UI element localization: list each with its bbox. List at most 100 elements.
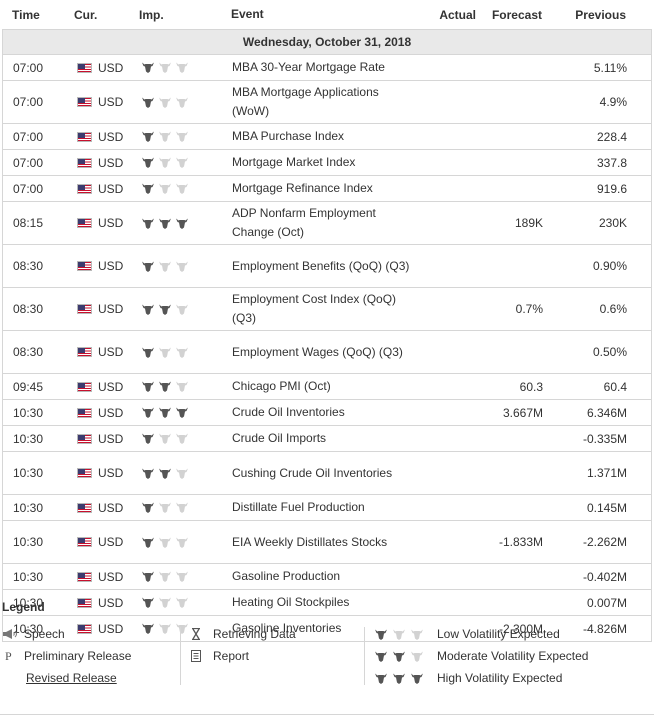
event-name[interactable]: Gasoline Inventories: [232, 621, 342, 635]
bull-icon: [159, 261, 171, 272]
event-name[interactable]: Crude Oil Inventories: [232, 405, 345, 419]
event-name[interactable]: Employment Cost Index (QoQ) (Q3): [232, 292, 397, 325]
event-time: 10:30: [13, 535, 44, 549]
importance-bulls: [140, 97, 228, 108]
event-row[interactable]: 08:30 USD Employment Cost Index (QoQ) (Q3)…: [2, 288, 652, 331]
header-importance[interactable]: Imp.: [139, 7, 164, 22]
header-time[interactable]: Time: [12, 7, 40, 22]
legend-low-label: Low Volatility Expected: [437, 627, 560, 641]
event-name[interactable]: Cushing Crude Oil Inventories: [232, 465, 393, 480]
event-row[interactable]: 08:15 USD ADP Nonfarm Employment Change (O…: [2, 202, 652, 245]
bull-icon: [176, 304, 188, 315]
event-row[interactable]: 10:30 USD Crude Oil Imports -0.335M: [2, 426, 652, 452]
event-previous: 4.9%: [599, 95, 627, 109]
event-row[interactable]: 08:30 USD Employment Benefits (QoQ) (Q3) 0.…: [2, 245, 652, 288]
bull-icon: [159, 537, 171, 548]
bull-icon: [159, 304, 171, 315]
header-currency[interactable]: Cur.: [74, 7, 98, 22]
event-row[interactable]: 09:45 USD Chicago PMI (Oct) 60.3 60.4: [2, 374, 652, 400]
event-name[interactable]: MBA 30-Year Mortgage Rate: [232, 60, 385, 74]
event-name[interactable]: Mortgage Market Index: [232, 155, 356, 169]
currency-code: USD: [98, 95, 124, 109]
currency-code: USD: [98, 405, 124, 420]
currency-code: USD: [98, 379, 124, 394]
event-row[interactable]: 07:00 USD Mortgage Market Index 337.8: [2, 150, 652, 176]
bull-icon: [142, 347, 154, 358]
event-previous: 0.90%: [592, 259, 627, 273]
event-previous: 5.11%: [593, 60, 627, 75]
header-previous[interactable]: Previous: [575, 7, 626, 22]
event-row[interactable]: 07:00 USD Mortgage Refinance Index 919.6: [2, 176, 652, 202]
event-time: 07:00: [13, 181, 44, 196]
header-actual[interactable]: Actual: [439, 7, 476, 22]
currency-code: USD: [98, 345, 124, 359]
event-row[interactable]: 07:00 USD MBA Purchase Index 228.4: [2, 124, 652, 150]
event-forecast: 3.667M: [502, 405, 543, 420]
legend-high-label: High Volatility Expected: [437, 671, 563, 685]
event-currency: USD: [75, 130, 140, 144]
event-currency: USD: [75, 622, 140, 636]
event-name[interactable]: Distillate Fuel Production: [232, 500, 365, 514]
bull-icon: [159, 157, 171, 168]
event-row[interactable]: 08:30 USD Employment Wages (QoQ) (Q3) 0.50%: [2, 331, 652, 374]
event-row[interactable]: 10:30 USD Heating Oil Stockpiles 0.007M: [2, 590, 652, 616]
importance-bulls: [140, 623, 228, 634]
event-forecast: 189K: [514, 216, 543, 230]
bull-icon-group: [375, 673, 437, 684]
header-forecast[interactable]: Forecast: [491, 7, 542, 22]
event-previous: 0.6%: [599, 302, 627, 316]
us-flag-icon: [77, 407, 92, 418]
event-previous: 6.346M: [586, 405, 627, 420]
event-time: 10:30: [13, 595, 44, 610]
currency-code: USD: [98, 259, 124, 273]
event-time: 09:45: [13, 379, 44, 394]
bull-icon: [142, 218, 154, 229]
event-row[interactable]: 10:30 USD Distillate Fuel Production 0.145M: [2, 495, 652, 521]
bull-icon: [176, 218, 188, 229]
event-name[interactable]: EIA Weekly Distillates Stocks: [232, 534, 388, 549]
event-name[interactable]: Heating Oil Stockpiles: [232, 595, 350, 609]
event-row[interactable]: 10:30 USD Gasoline Production -0.402M: [2, 564, 652, 590]
legend-low: Low Volatility Expected: [375, 627, 588, 641]
event-name[interactable]: MBA Mortgage Applications (WoW): [232, 85, 379, 118]
bull-icon: [393, 651, 405, 662]
event-name[interactable]: Employment Wages (QoQ) (Q3): [232, 344, 403, 359]
event-currency: USD: [75, 535, 140, 549]
event-time: 07:00: [13, 95, 44, 109]
event-row[interactable]: 10:30 USD EIA Weekly Distillates Stocks -1.…: [2, 521, 652, 564]
importance-bulls: [140, 347, 228, 358]
event-row[interactable]: 10:30 USD Crude Oil Inventories 3.667M 6.346…: [2, 400, 652, 426]
event-previous: 337.8: [596, 155, 627, 170]
bull-icon: [142, 183, 154, 194]
bull-icon: [142, 97, 154, 108]
legend-revised: Revised Release: [2, 671, 170, 685]
event-name[interactable]: MBA Purchase Index: [232, 129, 345, 143]
header-event[interactable]: Event: [231, 7, 264, 21]
event-name[interactable]: Employment Benefits (QoQ) (Q3): [232, 258, 410, 273]
bull-icon: [176, 183, 188, 194]
importance-bulls: [140, 537, 228, 548]
document-icon: [191, 650, 213, 662]
event-name[interactable]: Crude Oil Imports: [232, 431, 327, 445]
bull-icon: [159, 347, 171, 358]
event-time: 10:30: [13, 466, 44, 480]
legend-moderate-label: Moderate Volatility Expected: [437, 649, 589, 663]
economic-calendar: Time Cur. Imp. Event Actual Forecast Pre…: [2, 0, 652, 642]
event-row[interactable]: 10:30 USD Gasoline Inventories -2.300M -4.82…: [2, 616, 652, 642]
event-name[interactable]: Chicago PMI (Oct): [232, 379, 331, 393]
event-time: 08:30: [13, 345, 44, 359]
bull-icon: [142, 407, 154, 418]
bull-icon: [142, 62, 154, 73]
event-row[interactable]: 07:00 USD MBA Mortgage Applications (WoW) 4…: [2, 81, 652, 124]
bull-icon: [159, 502, 171, 513]
importance-bulls: [140, 183, 228, 194]
event-name[interactable]: Gasoline Production: [232, 569, 341, 583]
us-flag-icon: [77, 62, 92, 73]
event-name[interactable]: Mortgage Refinance Index: [232, 181, 373, 195]
currency-code: USD: [98, 621, 124, 636]
event-name[interactable]: ADP Nonfarm Employment Change (Oct): [232, 206, 376, 239]
event-forecast: 60.3: [519, 379, 543, 394]
event-currency: USD: [75, 406, 140, 420]
event-row[interactable]: 10:30 USD Cushing Crude Oil Inventories 1.3…: [2, 452, 652, 495]
event-row[interactable]: 07:00 USD MBA 30-Year Mortgage Rate 5.11%: [2, 55, 652, 81]
